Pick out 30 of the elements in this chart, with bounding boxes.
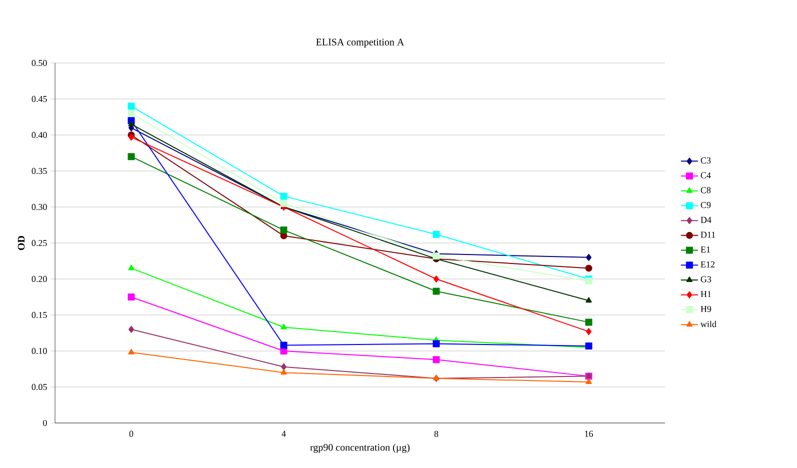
- y-tick-label: 0.20: [32, 276, 47, 282]
- y-tick-label: 0.10: [32, 348, 47, 354]
- x-tick-label: 0: [129, 430, 134, 437]
- y-tick-label: 0.05: [32, 384, 47, 390]
- legend-label: C4: [700, 172, 711, 178]
- x-tick-label: 8: [434, 430, 438, 437]
- legend-label: C8: [700, 187, 711, 194]
- y-tick-label: 0.50: [32, 60, 47, 66]
- legend-label: D4: [700, 216, 712, 223]
- legend-label: E12: [700, 261, 714, 268]
- legend-label: H1: [700, 291, 711, 298]
- x-tick-label: 4: [282, 430, 286, 437]
- y-tick-label: 0.30: [32, 204, 47, 210]
- x-tick-label: 16: [585, 430, 593, 437]
- y-tick-label: 0: [43, 420, 47, 426]
- y-axis-title: OD: [18, 236, 25, 250]
- y-tick-label: 0.15: [32, 312, 47, 318]
- legend-label: C9: [700, 202, 711, 208]
- y-tick-label: 0.35: [32, 168, 47, 174]
- y-tick-label: 0.25: [32, 240, 47, 246]
- chart-title: ELISA competition A: [316, 38, 404, 48]
- legend-label: D11: [700, 232, 716, 238]
- legend-label: C3: [700, 157, 711, 164]
- legend-label: G3: [700, 276, 712, 282]
- y-tick-label: 0.40: [32, 132, 47, 138]
- y-tick-label: 0.45: [32, 96, 47, 102]
- legend-label: H9: [700, 306, 712, 312]
- x-axis-title: rgp90 concentration (µg): [310, 444, 410, 453]
- legend-label: E1: [700, 246, 710, 252]
- legend-label: wild: [700, 320, 716, 328]
